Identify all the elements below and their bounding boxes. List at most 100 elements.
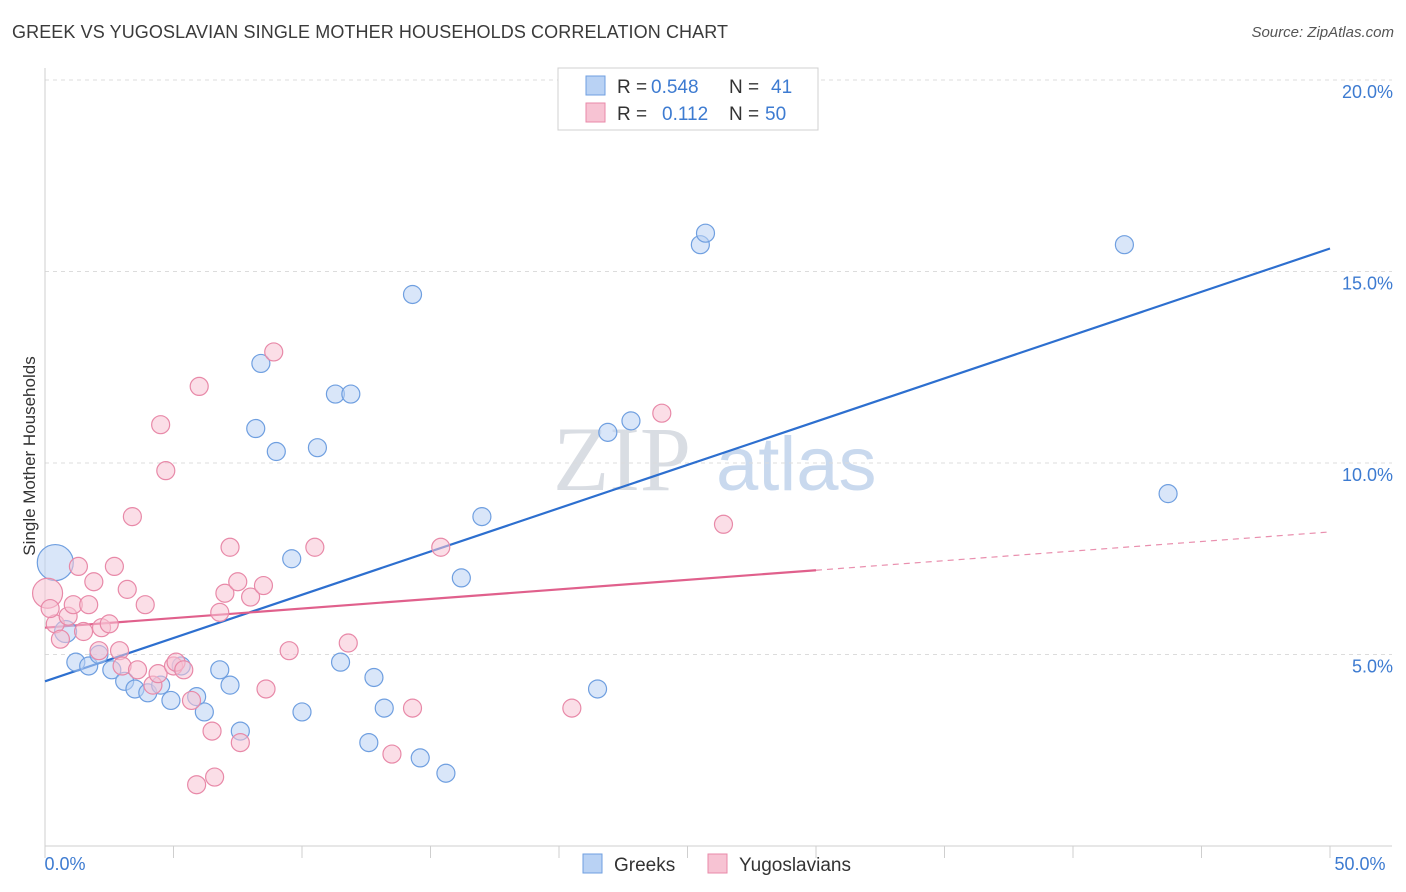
legend-n-label-greeks: N = — [729, 77, 759, 98]
x-tick-label-1: 50.0% — [1334, 854, 1385, 874]
point-yugoslavians-42 — [338, 633, 358, 653]
point-greeks-14 — [210, 660, 230, 680]
legend-r-value-greeks: 0.548 — [651, 77, 699, 98]
grid-lines — [45, 79, 1392, 655]
point-yugoslavians-48 — [713, 514, 734, 534]
point-yugoslavians-34 — [228, 572, 248, 592]
watermark-zip: ZIP — [553, 408, 691, 510]
point-greeks-31 — [436, 763, 456, 783]
point-yugoslavians-11 — [99, 614, 119, 634]
point-yugoslavians-37 — [253, 575, 274, 596]
point-yugoslavians-17 — [127, 660, 148, 680]
chart-title: GREEK VS YUGOSLAVIAN SINGLE MOTHER HOUSE… — [12, 22, 729, 42]
point-yugoslavians-5 — [68, 556, 89, 577]
point-yugoslavians-45 — [431, 537, 451, 557]
point-yugoslavians-8 — [84, 572, 104, 592]
point-yugoslavians-2 — [50, 629, 71, 649]
point-greeks-29 — [402, 284, 423, 305]
point-yugoslavians-36 — [241, 587, 261, 607]
y-tick-label-3: 20.0% — [1342, 82, 1393, 102]
point-greeks-19 — [266, 441, 286, 462]
point-yugoslavians-6 — [73, 621, 94, 642]
point-greeks-22 — [307, 438, 328, 458]
point-greeks-38 — [695, 223, 716, 243]
point-greeks-18 — [251, 353, 271, 374]
point-greeks-20 — [282, 549, 302, 569]
bottom-legend-swatch-yugoslavians — [707, 853, 728, 874]
point-yugoslavians-46 — [562, 698, 582, 718]
y-axis-label: Single Mother Households — [20, 356, 39, 555]
point-yugoslavians-44 — [402, 698, 423, 718]
y-tick-label-2: 15.0% — [1342, 274, 1393, 294]
y-tick-label-0: 5.0% — [1352, 657, 1393, 677]
point-yugoslavians-27 — [187, 775, 207, 795]
x-tick-label-0: 0.0% — [44, 854, 85, 874]
point-yugoslavians-49 — [40, 598, 60, 619]
point-yugoslavians-39 — [264, 342, 284, 362]
point-greeks-0 — [36, 543, 74, 582]
point-yugoslavians-26 — [181, 690, 202, 711]
point-greeks-15 — [220, 675, 240, 695]
point-greeks-10 — [161, 690, 181, 711]
legend-r-label-greeks: R = — [617, 77, 647, 98]
point-yugoslavians-40 — [279, 641, 299, 661]
legend-n-value-greeks: 41 — [771, 77, 792, 98]
point-greeks-34 — [587, 679, 608, 699]
point-yugoslavians-33 — [220, 537, 240, 557]
trend-line-yugoslavians — [44, 569, 817, 629]
point-greeks-30 — [410, 748, 430, 768]
point-yugoslavians-18 — [135, 595, 155, 615]
point-yugoslavians-16 — [122, 507, 142, 527]
point-yugoslavians-29 — [202, 721, 222, 741]
point-greeks-36 — [621, 411, 641, 431]
point-greeks-33 — [472, 507, 492, 527]
point-yugoslavians-30 — [205, 767, 225, 787]
point-yugoslavians-28 — [189, 376, 209, 396]
point-yugoslavians-7 — [79, 595, 99, 615]
point-greeks-17 — [246, 418, 266, 439]
point-yugoslavians-41 — [305, 537, 325, 557]
legend-n-value-yugoslavians: 50 — [765, 104, 786, 125]
point-greeks-21 — [292, 702, 312, 722]
point-yugoslavians-20 — [148, 664, 168, 684]
point-greeks-13 — [194, 702, 214, 722]
legend-n-label-yugoslavians: N = — [729, 104, 759, 125]
bottom-legend: Greeks Yugoslavians — [582, 853, 851, 876]
watermark-atlas: atlas — [716, 422, 877, 507]
axes: 5.0% 10.0% 15.0% 20.0% 0.0% 50.0% — [44, 68, 1393, 874]
point-yugoslavians-38 — [256, 679, 276, 699]
legend-r-label-yugoslavians: R = — [617, 104, 647, 125]
trend-line-extension-yugoslavians — [815, 531, 1331, 571]
point-greeks-28 — [374, 698, 394, 718]
point-greeks-26 — [359, 732, 379, 753]
point-yugoslavians-35 — [230, 732, 250, 753]
point-yugoslavians-25 — [174, 660, 194, 680]
y-tick-label-1: 10.0% — [1342, 465, 1393, 485]
legend-swatch-yugoslavians — [585, 102, 606, 123]
legend-r-value-yugoslavians: 0.112 — [662, 104, 708, 125]
point-greeks-40 — [1158, 484, 1178, 504]
source-label: Source: ZipAtlas.com — [1251, 24, 1394, 41]
point-yugoslavians-47 — [652, 403, 672, 423]
point-greeks-25 — [341, 384, 361, 404]
point-yugoslavians-22 — [156, 461, 176, 481]
trend-lines — [44, 247, 1331, 683]
point-greeks-27 — [364, 667, 384, 688]
point-yugoslavians-15 — [117, 579, 137, 599]
legend-swatch-greeks — [585, 75, 606, 96]
point-yugoslavians-21 — [151, 415, 171, 435]
point-greeks-24 — [330, 652, 351, 672]
point-greeks-39 — [1114, 235, 1135, 255]
point-yugoslavians-9 — [89, 641, 109, 661]
point-yugoslavians-12 — [104, 556, 124, 577]
bottom-legend-swatch-greeks — [582, 853, 603, 874]
bottom-legend-label-yugoslavians: Yugoslavians — [739, 855, 851, 876]
point-greeks-35 — [598, 422, 618, 442]
point-yugoslavians-31 — [210, 602, 230, 622]
watermark: ZIP atlas — [553, 408, 877, 510]
bottom-legend-label-greeks: Greeks — [614, 855, 675, 876]
point-yugoslavians-32 — [215, 583, 235, 603]
point-yugoslavians-43 — [382, 744, 402, 764]
legend: R = 0.548 N = 41 R = 0.112 N = 50 — [557, 67, 819, 131]
